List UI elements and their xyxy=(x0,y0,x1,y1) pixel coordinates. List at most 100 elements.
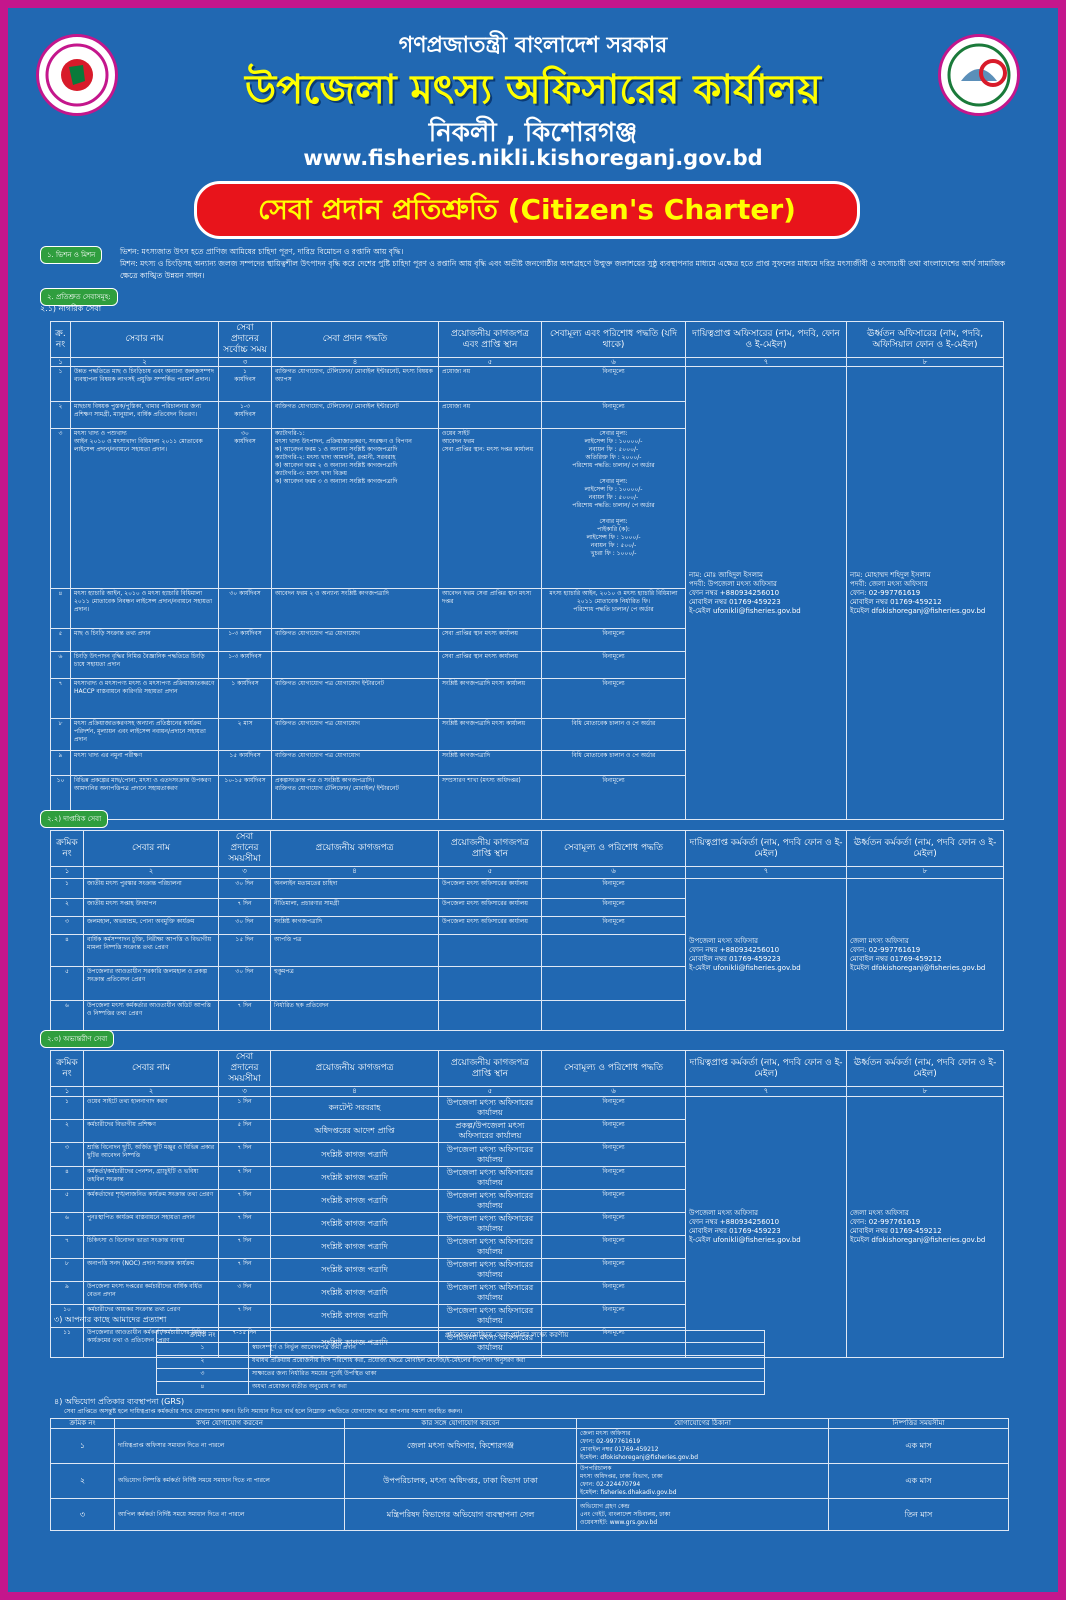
cell: বিধি মোতাবেক চালান ও পে অর্ডার xyxy=(541,750,686,776)
cell: বিনামূল্যে xyxy=(541,1166,686,1190)
number-cell: ১ xyxy=(50,866,84,879)
government-logo xyxy=(36,34,118,116)
cell: ৩০ কার্যদিবস xyxy=(218,428,272,589)
cell: প্রযোজ্য নয় xyxy=(438,366,542,402)
cell: ৭ দিন xyxy=(218,1000,271,1031)
cell: বিধি মোতাবেক চালান ও পে অর্ডার xyxy=(541,718,686,751)
cell: বার্ষিক কর্মসম্পাদন চুক্তি, নিরীক্ষা আপত… xyxy=(83,934,219,967)
service-row: ৩ শ্রান্তি বিনোদন ছুটি, অর্জিত ছুটি মঞ্জু… xyxy=(50,1142,1004,1167)
officer-cell: নাম: মোঃ জাহিদুল ইসলাম পদবী: উপজেলা মৎস্… xyxy=(685,366,847,820)
header-cell: সেবার নাম xyxy=(83,830,219,867)
header-cell: সেবা প্রদান পদ্ধতি xyxy=(271,321,439,358)
cell: ২ xyxy=(50,1463,115,1499)
cell xyxy=(541,934,686,967)
cell: ১ xyxy=(156,1342,249,1356)
service-row: ১ ওয়েব সাইটে তথ্য হালনাগাদ করণ ১ দিন কনটেন… xyxy=(50,1096,1004,1358)
service-table: ক্রমিক নং সেবার নাম সেবা প্রদানের সময়সীমা… xyxy=(50,1050,1004,1358)
cell: ১০-১৫ কার্যদিবস xyxy=(218,775,272,820)
charter-banner: সেবা প্রদান প্রতিশ্রুতি (Citizen's Chart… xyxy=(194,181,860,239)
cell: সংশ্লিষ্ট কাগজপত্রাদি মৎস্য কার্যালয় xyxy=(438,718,542,751)
number-cell: ৪ xyxy=(270,866,439,879)
cell: ৩ xyxy=(156,1368,249,1382)
cell: ৭ দিন xyxy=(218,898,271,917)
cell: সেবা প্রাপ্তির স্থান মৎস্য কার্যালয় xyxy=(438,628,542,652)
cell: ৩ xyxy=(50,428,71,589)
number-cell: ৭ xyxy=(685,866,847,879)
cell: আবেদন ফরম সেবা প্রাপ্তির স্থান মৎস্য দপ্… xyxy=(438,588,542,629)
cell: সংশ্লিষ্ট কাগজ পত্রাদি xyxy=(270,1304,439,1328)
cell: এক মাস xyxy=(828,1463,1009,1499)
cell: সংশ্লিষ্ট কাগজপত্রাদি xyxy=(270,916,439,935)
cell: দায়িত্বপ্রাপ্ত অফিসার সমাধান দিতে না পা… xyxy=(114,1428,345,1464)
service-row: ১ উন্নত পদ্ধতিতে মাছ ও চিংড়িচাষ এবং অন্য… xyxy=(50,366,1004,820)
cell: তিন মাস xyxy=(828,1498,1009,1531)
cell: ১৫ দিন xyxy=(218,934,271,967)
cell: ৯ xyxy=(50,750,71,776)
header-row: ক্রমিক নং কখন যোগাযোগ করবেন কার সঙ্গে যোগা… xyxy=(50,1418,1009,1429)
cell: মাছচাষ বিষয়ক পুস্তক/পুস্তিকা, খামার পরি… xyxy=(70,401,219,429)
cell: ১ xyxy=(50,1096,84,1120)
header-cell: দায়িত্বপ্রাপ্ত কর্মকর্তা (নাম, পদবি ফোন… xyxy=(685,830,847,867)
cell: উপজেলা মৎস্য কর্মকর্তার আওতাধীন অডিট আপত… xyxy=(83,1000,219,1031)
header-cell: প্রয়োজনীয় কাগজপত্র xyxy=(270,830,439,867)
cell: অভিযোগ গ্রহণ কেন্দ্র ৫নং গেইট, বাংলাদেশ … xyxy=(576,1498,829,1531)
cell: উপজেলা মৎস্য অফিসারের কার্যালয় xyxy=(438,878,542,899)
vision-mission: ভিশন: মৎস্যজাত উৎস হতে প্রাণিজ আমিষের চা… xyxy=(120,246,1020,282)
cell: কর্মকর্তাদের শৃঙ্খলাজনিত কার্যক্রম সংক্র… xyxy=(83,1189,219,1213)
cell: মৎস্য খাদ্য এর নমুনা পরীক্ষণ xyxy=(70,750,219,776)
service-row: ৩ মৎস্য খাদ্য ও পশুখাদ্য আইন ২০১০ ও মৎস্য… xyxy=(50,428,1004,589)
cell: কর্মচারীদের বিভাগীয় প্রশিক্ষণ xyxy=(83,1119,219,1143)
cell: ৭ দিন xyxy=(218,1189,271,1213)
header-cell: প্রয়োজনীয় কাগজপত্র প্রাপ্তি স্থান xyxy=(438,1050,542,1087)
cell: উপজেলার আওতাধীন সরকারি জলমহাল ও প্রকল্প … xyxy=(83,966,219,1001)
cell: ২ xyxy=(50,401,71,429)
cell: উন্নত পদ্ধতিতে মাছ ও চিংড়িচাষ এবং অন্যা… xyxy=(70,366,219,402)
cell: ৬ xyxy=(50,1212,84,1236)
cell: ২ xyxy=(50,898,84,917)
service-row: ৬ পুনঃস্থাপিত কার্যক্রম বাস্তবায়নে সহায়… xyxy=(50,1212,1004,1236)
cell: হুকুমপত্র xyxy=(270,966,439,1001)
cell: ৩ xyxy=(50,1498,115,1531)
header-cell: ক্রমিক নং xyxy=(50,1418,115,1429)
cell: সংশ্লিষ্ট কাগজ পত্রাদি xyxy=(270,1212,439,1236)
header-cell: ঊর্ধ্বতন কর্মকর্তা (নাম, পদবি ফোন ও ই-মে… xyxy=(846,1050,1004,1087)
cell: প্রকল্পসংক্রান্ত পত্র ও সংশ্লিষ্ট কাগজপত… xyxy=(271,775,439,820)
number-cell: ৩ xyxy=(218,1086,271,1097)
service-table: ক্রমিক নং সেবার নাম সেবা প্রদানের সময়সীমা… xyxy=(50,830,1004,1031)
cell: উপজেলা মৎস্য দপ্তরের কর্মচারীদের বার্ষিক… xyxy=(83,1281,219,1305)
cell: অযথা প্রয়োজন ব্যতীত অনুরোধ না করা xyxy=(248,1381,765,1395)
cell: ৮ xyxy=(50,1258,84,1282)
cell: ৫ xyxy=(50,1189,84,1213)
cell: প্রযোজ্য নয় xyxy=(438,401,542,429)
header-cell: ঊর্ধ্বতন অফিসারের (নাম, পদবি, অফিসিয়াল … xyxy=(846,321,1004,358)
header-cell: সেবামূল্য এবং পরিশোধ পদ্ধতি (যদি থাকে) xyxy=(541,321,686,358)
cell: ১ xyxy=(50,366,71,402)
cell: শ্রান্তি বিনোদন ছুটি, অর্জিত ছুটি মঞ্জুর… xyxy=(83,1142,219,1167)
officer-cell: উপজেলা মৎস্য অফিসার ফোন নম্বর +880934256… xyxy=(685,878,847,1031)
header-cell: ক্রমিক নং xyxy=(156,1330,249,1343)
cell: ৭ দিন xyxy=(218,1235,271,1259)
service-row: ২ কর্মচারীদের বিভাগীয় প্রশিক্ষণ ৫ দিন অধিদ… xyxy=(50,1119,1004,1143)
cell: উপজেলা মৎস্য অফিসারের কার্যালয় xyxy=(438,1235,542,1259)
cell: ১১ xyxy=(50,1327,84,1358)
cell: বিনামূল্যে xyxy=(541,916,686,935)
section-label: ২.১) নাগরিক সেবা xyxy=(40,304,102,313)
cell: বিনামূল্যে xyxy=(541,898,686,917)
header-cell: প্রয়োজনীয় কাগজপত্র এবং প্রাপ্তি স্থান xyxy=(438,321,542,358)
cell: মাছ ও চিংড়ি সংক্রান্ত তথ্য প্রদান xyxy=(70,628,219,652)
header-cell: সেবা প্রদানের সর্বোচ্চ সময় xyxy=(218,321,272,358)
cell: বিনামূল্যে xyxy=(541,1235,686,1259)
number-cell: ৪ xyxy=(271,357,439,367)
cell: ১-৩ কার্যদিবস xyxy=(218,628,272,652)
cell: ৩০ দিন xyxy=(218,966,271,1001)
header-cell: প্রয়োজনীয় কাগজপত্র xyxy=(270,1050,439,1087)
cell: উপপরিচালক, মৎস্য অধিদপ্তর, ঢাকা বিভাগ ঢা… xyxy=(344,1463,577,1499)
cell: ক্যাটাগরি-১: মৎস্য খাদ্য উৎপাদন, প্রক্রি… xyxy=(271,428,439,589)
cell: উপজেলা মৎস্য অফিসারের কার্যালয় xyxy=(438,1258,542,1282)
cell: ১ দিন xyxy=(218,1096,271,1120)
cell: উপজেলা মৎস্য অফিসারের কার্যালয় xyxy=(438,916,542,935)
service-row: ৬ উপজেলা মৎস্য কর্মকর্তার আওতাধীন অডিট আপ… xyxy=(50,1000,1004,1031)
cell: যথাযথ প্রক্রিয়ায় প্রয়োজনীয় ফিস পরিশো… xyxy=(248,1355,765,1369)
cell: ১৫ কার্যদিবস xyxy=(218,750,272,776)
cell: উপজেলা মৎস্য অফিসারের কার্যালয় xyxy=(438,1096,542,1120)
